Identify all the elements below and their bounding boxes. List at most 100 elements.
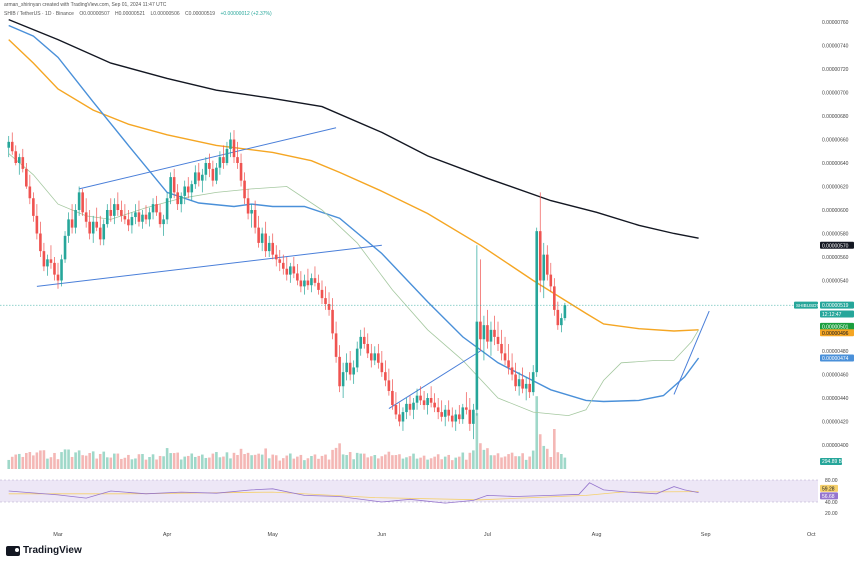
volume-bar	[144, 459, 148, 469]
volume-bar	[130, 459, 134, 469]
candle-body	[419, 395, 422, 401]
candle-body	[95, 221, 99, 228]
candle-body	[433, 402, 436, 408]
volume-bar	[151, 454, 155, 469]
candle-body	[507, 360, 510, 368]
volume-bar	[28, 452, 32, 469]
candle-body	[183, 186, 187, 196]
volume-bar	[98, 454, 102, 469]
volume-bar	[517, 456, 521, 469]
x-tick-label: May	[268, 532, 279, 538]
volume-bar	[549, 457, 553, 469]
volume-bar	[440, 459, 443, 469]
candle-body	[489, 329, 493, 342]
candle-body	[359, 336, 363, 349]
candle-body	[447, 409, 451, 416]
trendline	[36, 244, 382, 287]
volume-bar	[201, 454, 204, 469]
y-tick-label: 0.00000700	[822, 91, 849, 97]
volume-bar	[465, 459, 468, 469]
tradingview-logo[interactable]: TradingView	[6, 545, 82, 556]
price-badge	[820, 354, 854, 362]
volume-bar	[53, 452, 56, 469]
candle-body	[70, 219, 74, 228]
price-badge-text: 0.00000570	[822, 243, 849, 249]
price-badge	[820, 301, 854, 309]
candle-body	[17, 157, 21, 163]
volume-bar	[510, 452, 514, 469]
candle-body	[7, 141, 11, 148]
candle-body	[475, 321, 479, 410]
candle-body	[327, 304, 331, 310]
candle-body	[109, 210, 113, 216]
volume-bar	[306, 458, 310, 469]
volume-bar	[299, 454, 303, 469]
volume-bar	[193, 456, 197, 469]
volume-bar	[528, 456, 531, 469]
candle-body	[60, 259, 63, 281]
candle-body	[218, 157, 222, 168]
candle-body	[528, 383, 531, 393]
candle-body	[556, 309, 560, 326]
candle-body	[454, 414, 458, 422]
candle-body	[310, 278, 313, 286]
ohlc-close: C0.00000519	[185, 11, 216, 17]
volume-bar	[39, 450, 42, 469]
ohlc-high: H0.00000521	[115, 11, 146, 17]
volume-bar	[426, 459, 429, 469]
volume-bar	[218, 457, 222, 469]
y-tick-label: 0.00000720	[822, 67, 849, 73]
volume-bar	[331, 449, 334, 469]
candle-body	[553, 286, 556, 310]
candle-body	[429, 398, 433, 403]
volume-bar	[472, 450, 475, 469]
volume-bar	[10, 456, 14, 469]
volume-bar	[49, 457, 53, 469]
volume-bar	[345, 455, 348, 469]
candle-body	[53, 262, 56, 275]
volume-bar	[535, 396, 539, 469]
candle-body	[457, 414, 461, 420]
candle-body	[260, 233, 264, 243]
volume-bar	[436, 454, 440, 469]
volume-bar	[348, 452, 352, 469]
volume-bar	[408, 456, 412, 469]
candle-body	[239, 163, 243, 181]
y-tick-label: 0.00000420	[822, 420, 849, 426]
volume-bar	[274, 455, 278, 469]
volume-bar	[338, 443, 341, 469]
symbol-name[interactable]: SHIB / TetherUS · 1D · Binance	[4, 11, 74, 17]
candle-body	[563, 305, 567, 319]
x-tick-label: Aug	[592, 532, 602, 538]
candle-body	[204, 163, 208, 175]
ohlc-low: L0.00000506	[150, 11, 180, 17]
candle-body	[130, 217, 134, 226]
volume-bar	[7, 459, 11, 469]
rsi-value-text: 59.28	[822, 486, 835, 492]
volume-bar	[391, 455, 394, 469]
volume-bar	[496, 453, 500, 469]
candle-body	[313, 278, 317, 283]
volume-bar	[172, 453, 176, 469]
volume-bar	[46, 458, 49, 469]
volume-bar	[503, 456, 507, 469]
candle-body	[299, 280, 303, 287]
volume-bar	[303, 460, 306, 469]
candle-body	[120, 210, 123, 216]
volume-bar	[447, 454, 451, 469]
candle-body	[155, 204, 158, 213]
volume-bar	[229, 458, 232, 469]
candle-body	[373, 353, 377, 361]
volume-bar	[398, 454, 401, 469]
volume-bar	[401, 458, 405, 469]
volume-bar	[296, 456, 299, 469]
volume-bar	[443, 456, 447, 469]
volume-bar	[369, 456, 373, 469]
price-badge-text: 12:12:47	[822, 312, 842, 318]
candle-body	[289, 266, 292, 275]
volume-bar	[475, 413, 479, 469]
volume-bar	[257, 453, 260, 469]
volume-bar	[102, 451, 106, 469]
volume-bar	[433, 456, 436, 469]
